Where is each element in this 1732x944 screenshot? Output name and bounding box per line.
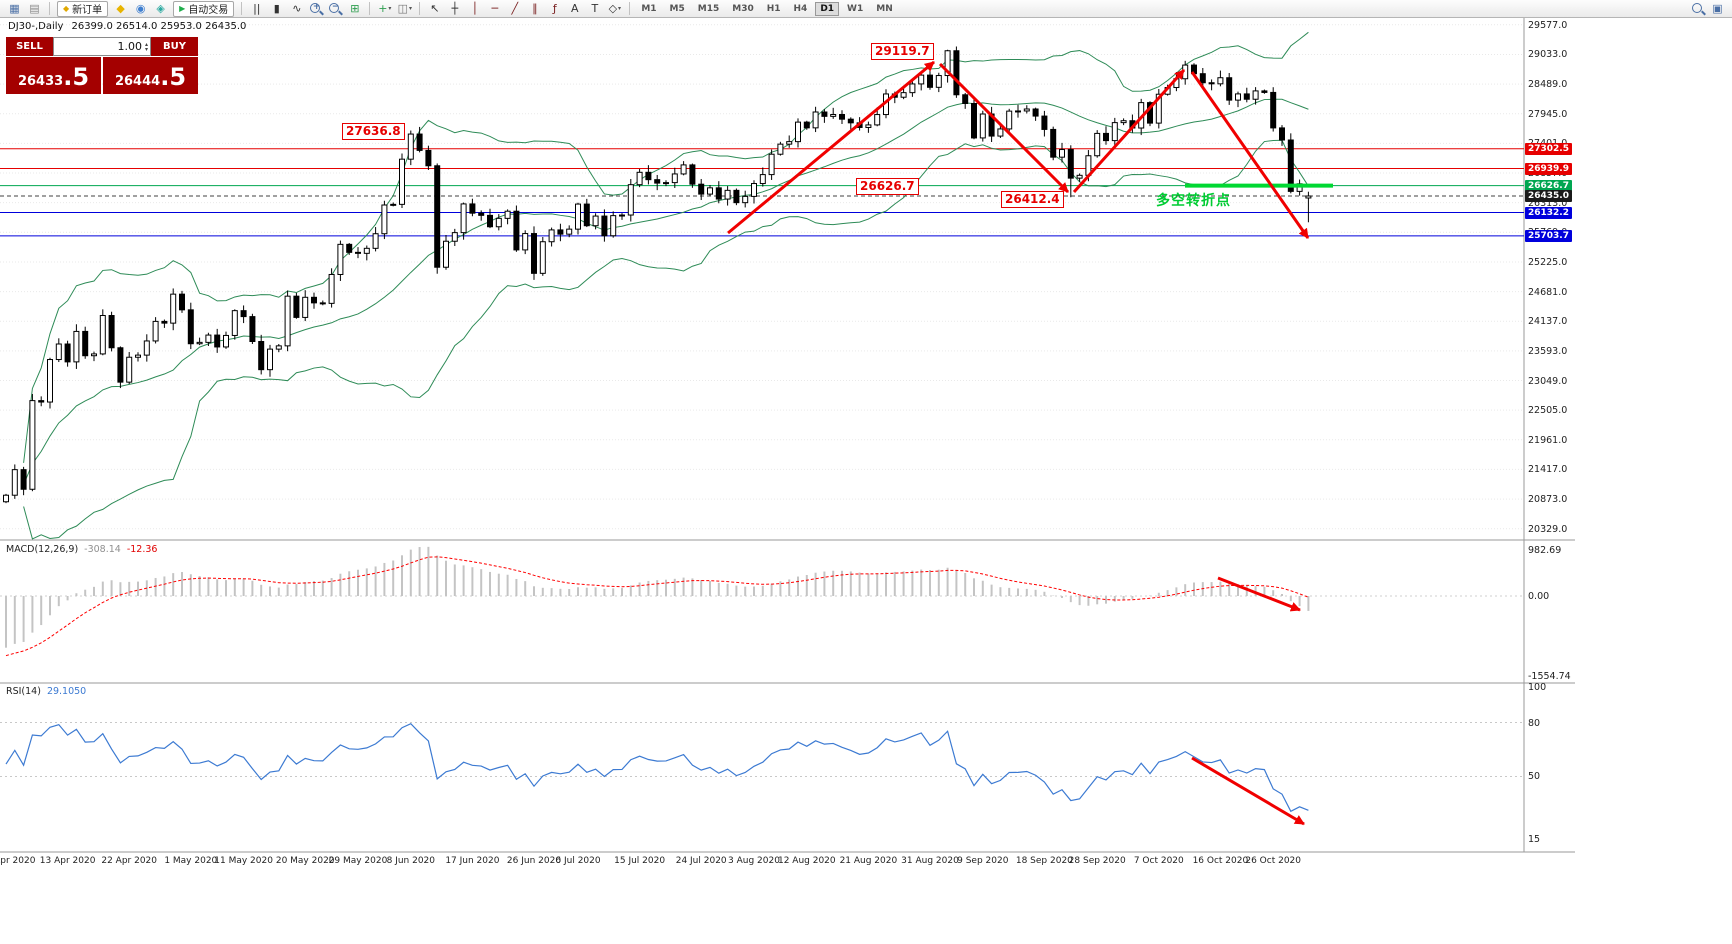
label-icon[interactable]: T <box>591 2 599 15</box>
trend-arrows <box>727 60 1310 826</box>
economic-calendar-icon[interactable]: ◉ <box>135 2 146 15</box>
timeframe-m1-button[interactable]: M1 <box>641 3 657 14</box>
vertical-line-icon[interactable]: │ <box>471 2 479 15</box>
timeframe-w1-button[interactable]: W1 <box>847 3 864 14</box>
price-gridlines <box>0 24 1524 530</box>
chart-symbol-period: DJ30-,Daily <box>8 21 64 32</box>
horizontal-level-lines <box>0 148 1524 237</box>
volume-down-icon[interactable]: ▾ <box>144 45 148 53</box>
cursor-icon[interactable]: ↖ <box>430 2 440 15</box>
alerts-icon[interactable]: ◈ <box>156 2 165 15</box>
text-icon[interactable]: A <box>571 2 579 15</box>
line-chart-icon[interactable]: ∿ <box>292 2 302 15</box>
auto-trading-button-icon: ▶ <box>179 4 186 13</box>
bollinger-bands <box>23 31 1309 540</box>
buy-price-display[interactable]: 26444.5 <box>103 57 198 94</box>
auto-trading-button[interactable]: ▶ 自动交易 <box>173 0 235 17</box>
fibonacci-icon[interactable]: ƒ <box>552 2 557 15</box>
data-window-icon[interactable]: ▣ <box>1712 2 1723 15</box>
one-click-trading-panel: SELL 1.00 ▴ ▾ BUY 26433.5 26444.5 <box>6 37 198 94</box>
toolbar-separator <box>49 2 50 15</box>
timeframe-d1-button[interactable]: D1 <box>815 1 840 16</box>
dropdown-caret-icon: ▾ <box>388 5 392 12</box>
chart-ohlc-values: 26399.0 26514.0 25953.0 26435.0 <box>71 21 247 32</box>
main-toolbar: ▦ ▤ ◆ 新订单 ◆ ◉ ◈ ▶ 自动交易 || ▮ ∿ + − ⊞ + ▾ ◫ ▾ ↖ ┼ │ ─ ╱ ∥ ƒ A T ◇ ▾ M1 M5… <box>0 0 1732 18</box>
timeframe-m5-button[interactable]: M5 <box>669 3 685 14</box>
dropdown-caret-icon: ▾ <box>409 5 413 12</box>
buy-button[interactable]: BUY <box>151 37 198 56</box>
volume-up-icon[interactable]: ▴ <box>144 40 148 48</box>
rsi-line <box>5 722 1309 813</box>
channel-icon[interactable]: ∥ <box>532 2 538 15</box>
macd-histogram <box>5 546 1310 648</box>
toolbar-separator <box>369 2 371 15</box>
tile-windows-icon[interactable]: ⊞ <box>350 2 360 15</box>
zoom-out-icon[interactable]: − <box>327 1 344 17</box>
crosshair-icon[interactable]: ┼ <box>451 2 459 15</box>
chart-title-bar: DJ30-,Daily 26399.0 26514.0 25953.0 2643… <box>8 21 246 32</box>
trendline-icon[interactable]: ╱ <box>511 2 519 15</box>
macd-signal-line <box>5 556 1309 657</box>
indicators-icon[interactable]: + ▾ <box>378 2 392 15</box>
new-order-button-label: 新订单 <box>72 5 103 16</box>
panel-separators <box>0 18 1575 853</box>
timeframe-mn-button[interactable]: MN <box>876 3 893 14</box>
new-chart-icon[interactable]: ▦ <box>9 2 20 15</box>
horizontal-line-icon[interactable]: ─ <box>491 2 499 15</box>
timeframe-m30-button[interactable]: M30 <box>732 3 754 14</box>
candlestick-chart-icon[interactable]: ▮ <box>273 2 280 15</box>
volume-value: 1.00 <box>117 40 142 53</box>
mql5-market-icon[interactable]: ◆ <box>116 2 125 15</box>
sell-button[interactable]: SELL <box>6 37 53 56</box>
one-click-top-row: SELL 1.00 ▴ ▾ BUY <box>6 37 198 56</box>
timeframe-h1-button[interactable]: H1 <box>766 3 781 14</box>
one-click-prices-row: 26433.5 26444.5 <box>6 57 198 94</box>
search-icon[interactable] <box>1690 1 1706 17</box>
sell-price-display[interactable]: 26433.5 <box>6 57 101 94</box>
candles-layer <box>3 46 1312 504</box>
toolbar-separator <box>241 2 243 15</box>
volume-input[interactable]: 1.00 ▴ ▾ <box>53 37 151 56</box>
auto-trading-button-label: 自动交易 <box>188 5 229 16</box>
zoom-in-icon[interactable]: + <box>308 1 325 17</box>
timeframe-h4-button[interactable]: H4 <box>793 3 808 14</box>
shapes-icon[interactable]: ◇ ▾ <box>608 2 622 15</box>
toolbar-separator <box>629 2 631 15</box>
toolbar-separator <box>419 2 421 15</box>
profiles-icon[interactable]: ▤ <box>29 2 40 15</box>
periods-icon[interactable]: ◫ ▾ <box>397 2 413 15</box>
bar-chart-icon[interactable]: || <box>253 2 261 15</box>
new-order-button-icon: ◆ <box>63 4 70 13</box>
buy-price-text: 26444.5 <box>114 63 187 91</box>
volume-spinner[interactable]: ▴ ▾ <box>144 40 148 53</box>
new-order-button[interactable]: ◆ 新订单 <box>57 0 109 17</box>
sell-price-text: 26433.5 <box>17 63 90 91</box>
timeframe-m15-button[interactable]: M15 <box>697 3 720 14</box>
dropdown-caret-icon: ▾ <box>618 5 622 12</box>
